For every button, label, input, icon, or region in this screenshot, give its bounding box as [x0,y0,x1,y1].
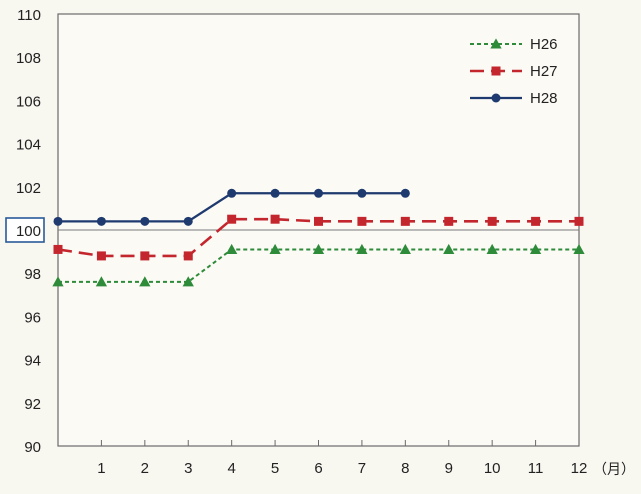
data-point-h28 [140,216,150,226]
data-point-h26 [182,276,194,287]
y-tick-label: 102 [16,180,41,197]
legend-marker-h28 [491,93,501,103]
x-tick-label: 10 [484,460,501,477]
legend-label-h26: H26 [530,36,558,53]
y-tick-label: 110 [17,7,41,24]
x-tick-label: 6 [314,460,322,477]
y-tick-label: 94 [24,353,41,370]
data-point-h27 [96,251,106,261]
data-point-h28 [400,188,410,198]
data-point-h28 [357,188,367,198]
data-point-h27 [140,251,150,261]
data-point-h26 [269,243,281,254]
legend-marker-h26 [490,38,502,49]
data-point-h27 [400,216,410,226]
x-tick-label: 11 [528,460,544,477]
x-tick-label: 9 [445,460,453,477]
x-tick-label: 4 [227,460,235,477]
y-tick-label: 108 [16,50,41,67]
y-tick-label: 92 [24,396,41,413]
data-point-h26 [443,243,455,254]
x-tick-label: 7 [358,460,366,477]
x-tick-label: 8 [401,460,409,477]
data-point-h26 [95,276,108,287]
y-tick-label: 106 [16,93,41,110]
data-point-h28 [227,188,237,198]
data-point-h26 [399,243,411,254]
data-point-h26 [573,243,585,254]
data-point-h27 [357,216,367,226]
data-point-h26 [356,243,368,254]
data-point-h27 [531,216,541,226]
data-point-h27 [574,216,584,226]
legend-label-h28: H28 [530,90,558,107]
data-point-h26 [529,243,542,254]
x-tick-label: 1 [97,460,105,477]
data-point-h26 [139,276,151,287]
y-tick-label: 90 [24,439,41,456]
y-tick-highlight-box [5,217,45,243]
data-point-h28 [314,188,323,198]
y-tick-label: 98 [24,266,41,283]
y-tick-label: 104 [16,137,41,154]
legend-marker-h27 [491,66,501,76]
data-point-h27 [270,214,280,224]
data-point-h27 [487,216,497,226]
legend-label-h27: H27 [530,63,558,80]
x-tick-label: 3 [184,460,192,477]
data-point-h28 [53,216,63,226]
data-point-h26 [226,243,238,254]
data-point-h27 [314,216,323,226]
data-point-h26 [52,276,64,287]
x-axis-unit: （月） [593,461,635,477]
x-tick-label: 5 [271,460,279,477]
data-point-h27 [227,214,237,224]
x-tick-label: 2 [141,460,149,477]
data-point-h28 [96,216,106,226]
data-point-h28 [183,216,193,226]
x-tick-label: 12 [571,460,588,477]
data-point-h28 [270,188,280,198]
data-point-h26 [486,243,498,254]
data-point-h27 [444,216,454,226]
data-point-h27 [53,244,63,254]
data-point-h27 [183,251,193,261]
y-tick-label: 96 [24,309,41,326]
data-point-h26 [312,243,325,254]
y-tick-label: 100 [16,223,41,240]
